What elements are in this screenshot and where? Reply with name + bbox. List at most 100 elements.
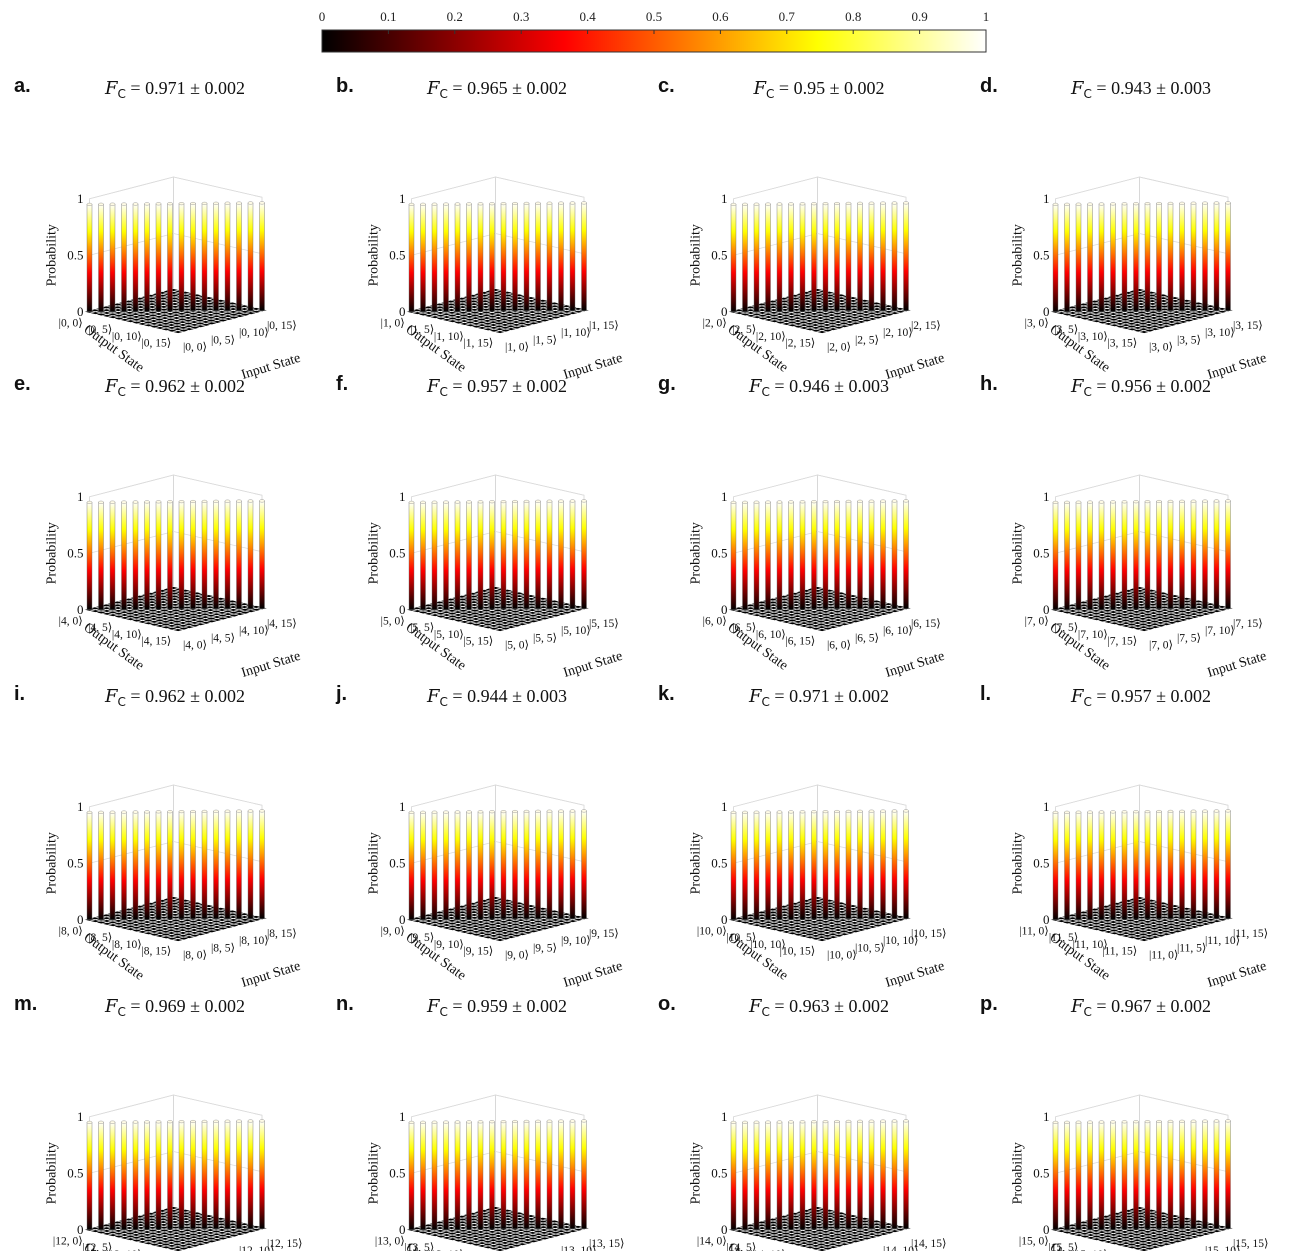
z-tick-label: 1 [77, 489, 84, 504]
bar-cap [776, 810, 783, 814]
output-tick-label: |3, 10⟩ [1078, 331, 1108, 343]
bar [408, 1122, 415, 1230]
y-axis-label: Probability [1011, 224, 1026, 286]
bar-cap [1087, 1120, 1093, 1124]
bar-cap [822, 810, 829, 814]
floor-line [794, 1212, 890, 1235]
bar-cap [1156, 499, 1162, 503]
bar [1075, 203, 1082, 312]
bar [1190, 810, 1197, 919]
bar-cap [201, 201, 208, 205]
bar [236, 500, 242, 609]
output-tick-label: |14, 5⟩ [726, 1242, 756, 1251]
gridline [817, 474, 907, 496]
input-tick-label: |0, 0⟩ [183, 342, 207, 354]
fidelity-title: FC = 0.943 ± 0.003 [1070, 78, 1211, 101]
panel-letter: o. [658, 993, 676, 1015]
bar-cap [753, 500, 760, 504]
y-axis-label: Probability [1011, 522, 1026, 584]
bar-cap [558, 499, 564, 503]
panel-letter: l. [980, 683, 991, 705]
bar-cap [788, 1120, 794, 1124]
bar-cap [730, 500, 737, 504]
bar [1225, 810, 1231, 919]
bar [788, 811, 794, 920]
bar [408, 204, 415, 312]
bar [201, 203, 208, 311]
bar-cap [1064, 500, 1070, 504]
bar [834, 1121, 840, 1230]
output-tick-label: |12, 5⟩ [82, 1242, 112, 1251]
bar-cap [489, 1120, 495, 1124]
y-axis-label: Probability [367, 832, 382, 894]
input-axis-label: Input State [884, 959, 947, 991]
bar-cap [144, 500, 150, 504]
bar [868, 500, 875, 609]
bar-cap [1167, 499, 1174, 503]
bar [167, 501, 173, 610]
floor-line [794, 902, 890, 925]
bar-cap [201, 499, 208, 503]
bar-cap [155, 810, 162, 814]
gridline [1139, 1094, 1229, 1116]
bar-cap [247, 201, 254, 205]
bar-cap [224, 1119, 231, 1123]
bars [1052, 1119, 1231, 1230]
bar-cap [178, 810, 185, 814]
bar [558, 202, 564, 311]
bar-cap [742, 500, 748, 504]
bar [109, 501, 116, 610]
bar [880, 500, 886, 609]
input-tick-label: |3, 0⟩ [1149, 342, 1173, 354]
colorbar-tick-label: 0.1 [380, 9, 396, 24]
bar [132, 811, 139, 920]
z-tick-label: 1 [1043, 191, 1050, 206]
bar [1052, 1122, 1059, 1230]
output-tick-label: |12, 10⟩ [106, 1249, 142, 1251]
bar [857, 203, 863, 311]
bar-cap [454, 202, 461, 206]
z-tick-label: 1 [77, 191, 84, 206]
bar [569, 1120, 576, 1229]
bar [477, 501, 484, 610]
bar-cap [765, 500, 771, 504]
bar-cap [489, 202, 495, 206]
y-axis-label: Probability [45, 832, 60, 894]
bar-cap [535, 201, 541, 205]
input-tick-label: |11, 10⟩ [1205, 935, 1240, 947]
output-tick-label: |5, 15⟩ [463, 636, 493, 648]
floor-line [472, 902, 568, 925]
z-tick-label: 0.5 [1033, 1165, 1049, 1180]
bar [776, 203, 783, 312]
bar-cap [834, 1119, 840, 1123]
bar [569, 810, 576, 919]
bar [523, 1121, 530, 1229]
bar-cap [109, 202, 116, 206]
gridline [89, 784, 174, 808]
bar [1087, 1121, 1093, 1230]
y-axis-label: Probability [45, 224, 60, 286]
colorbar-tick-label: 0 [319, 9, 326, 24]
output-tick-label: |4, 5⟩ [88, 622, 112, 634]
bar-cap [178, 500, 185, 504]
output-tick-label: |9, 0⟩ [381, 925, 405, 937]
z-tick-label: 0.5 [67, 1165, 83, 1180]
bar-cap [213, 809, 219, 813]
bar-cap [247, 1119, 254, 1123]
bar [144, 811, 150, 920]
gridline [495, 474, 585, 496]
bar [1052, 812, 1059, 920]
z-axis: 0 0.5 1 Probability [367, 191, 406, 319]
input-tick-label: |2, 10⟩ [883, 327, 913, 339]
input-tick-label: |3, 10⟩ [1205, 327, 1235, 339]
bar [109, 811, 116, 920]
bar-cap [1064, 810, 1070, 814]
bar [1179, 811, 1185, 919]
bar [822, 1121, 829, 1230]
bar-cap [500, 500, 507, 504]
bar-cap [742, 202, 748, 206]
output-tick-label: |1, 10⟩ [434, 331, 464, 343]
bar-cap [259, 1119, 265, 1123]
floor-line [461, 905, 557, 928]
z-tick-label: 1 [721, 1109, 728, 1124]
